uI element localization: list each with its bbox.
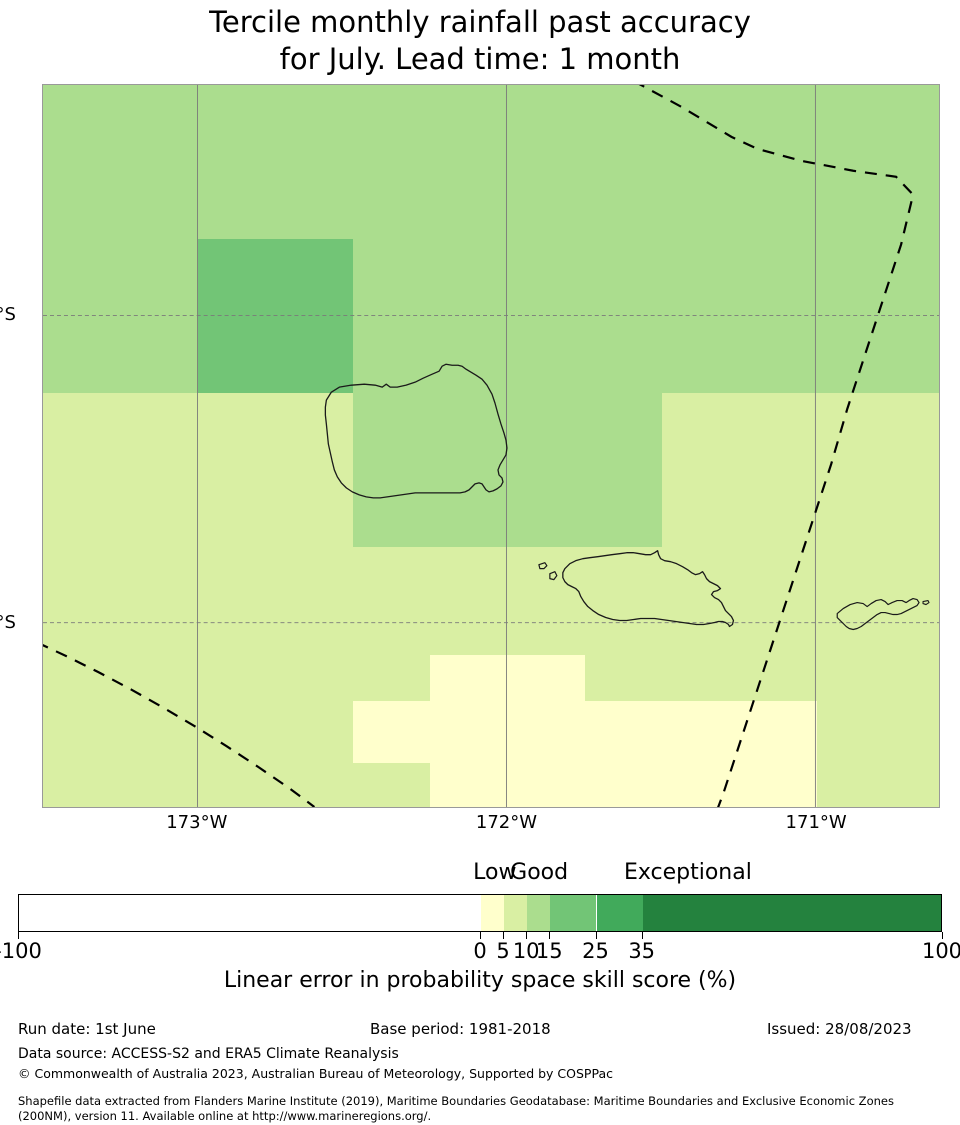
heatmap-cell [817, 85, 939, 240]
heatmap-cell [662, 547, 818, 702]
heatmap-cell [817, 547, 939, 702]
colorbar-tick [503, 932, 505, 939]
coastline-and-eez-layer [43, 85, 939, 807]
heatmap-cell [430, 654, 585, 763]
y-tick-label-text: 14°S [0, 612, 16, 634]
colorbar-segment [550, 895, 597, 931]
colorbar-tick-label: 10 [512, 939, 540, 963]
colorbar-category-exceptional: Exceptional [623, 860, 752, 885]
heatmap-cell [197, 85, 353, 240]
heatmap-cell [197, 393, 353, 548]
colorbar-tick [526, 932, 528, 939]
heatmap-cell [507, 85, 663, 240]
colorbar-tick [480, 932, 482, 939]
heatmap-cell [43, 547, 198, 702]
colorbar[interactable] [18, 894, 942, 932]
colorbar-tick-label: 0 [473, 939, 487, 963]
heatmap-cell [507, 393, 663, 548]
copyright-text: © Commonwealth of Australia 2023, Austra… [18, 1066, 613, 1081]
shapefile-note-text: Shapefile data extracted from Flanders M… [18, 1094, 894, 1123]
colorbar-segment [481, 895, 505, 931]
map-panel[interactable] [42, 84, 940, 808]
colorbar-tick-label: 100 [921, 939, 960, 963]
coastline-apolima [538, 562, 548, 570]
colorbar-tick [942, 932, 944, 939]
colorbar-tick [549, 932, 551, 939]
heatmap-cell [197, 547, 353, 702]
heatmap-cell [43, 393, 198, 548]
heatmap-cell [352, 239, 508, 394]
heatmap-cell [352, 393, 508, 548]
coastline-tutuila [836, 597, 920, 631]
vector-svg [43, 85, 930, 807]
eez-boundary-northeast [638, 85, 915, 807]
heatmap-cell [43, 85, 198, 240]
heatmap-cell [662, 239, 818, 394]
issued-date-text: Issued: 28/08/2023 [767, 1020, 912, 1038]
y-tick-label-text: 13°S [0, 304, 16, 326]
colorbar-tick-label: 5 [496, 939, 510, 963]
coastline-aunuu [922, 600, 930, 606]
colorbar-tick-label: 15 [535, 939, 563, 963]
x-tick-label: 171°W [785, 812, 847, 833]
page-title: Tercile monthly rainfall past accuracy f… [209, 5, 751, 76]
heatmap-cell [662, 85, 818, 240]
footer: Run date: 1st June Base period: 1981-201… [0, 1012, 960, 1125]
heatmap-cell [197, 239, 353, 394]
heatmap-cell [817, 239, 939, 394]
heatmap-cell [662, 701, 818, 807]
colorbar-segment [527, 895, 551, 931]
coastline-savaii [324, 363, 508, 499]
colorbar-tick [18, 932, 20, 939]
colorbar-tick [595, 932, 597, 939]
colorbar-tick-label: 35 [628, 939, 656, 963]
x-tick-label: 173°W [166, 812, 228, 833]
colorbar-segment [596, 895, 643, 931]
data-source-text: Data source: ACCESS-S2 and ERA5 Climate … [18, 1046, 399, 1062]
colorbar-segment [504, 895, 528, 931]
colorbar-tick [641, 932, 643, 939]
base-period-text: Base period: 1981-2018 [370, 1020, 551, 1038]
x-tick-label: 172°W [475, 812, 538, 833]
colorbar-segment [19, 895, 481, 931]
heatmap-cell [817, 701, 939, 807]
colorbar-tick-label: 25 [582, 939, 609, 963]
colorbar-category-good: Good [510, 860, 569, 885]
colorbar-category-labels: Low Good Exceptional [0, 860, 960, 892]
heatmap-cell [352, 85, 508, 240]
colorbar-category-low: Low [473, 860, 517, 885]
heatmap-cell [662, 393, 818, 548]
colorbar-axis-title: Linear error in probability space skill … [223, 968, 737, 993]
heatmap-cell [43, 701, 198, 807]
colorbar-tick-label: -100 [0, 939, 42, 963]
colorbar-segment [642, 895, 941, 931]
heatmap-cell [43, 239, 198, 394]
heatmap-cell [507, 239, 663, 394]
run-date-text: Run date: 1st June [18, 1020, 156, 1038]
eez-boundary-southwest [43, 644, 316, 807]
coastline-manono [549, 571, 558, 581]
heatmap-cell [817, 393, 939, 548]
coastline-upolu [562, 550, 735, 628]
heatmap-cell [275, 762, 431, 807]
heatmap-cells-layer [43, 85, 939, 807]
